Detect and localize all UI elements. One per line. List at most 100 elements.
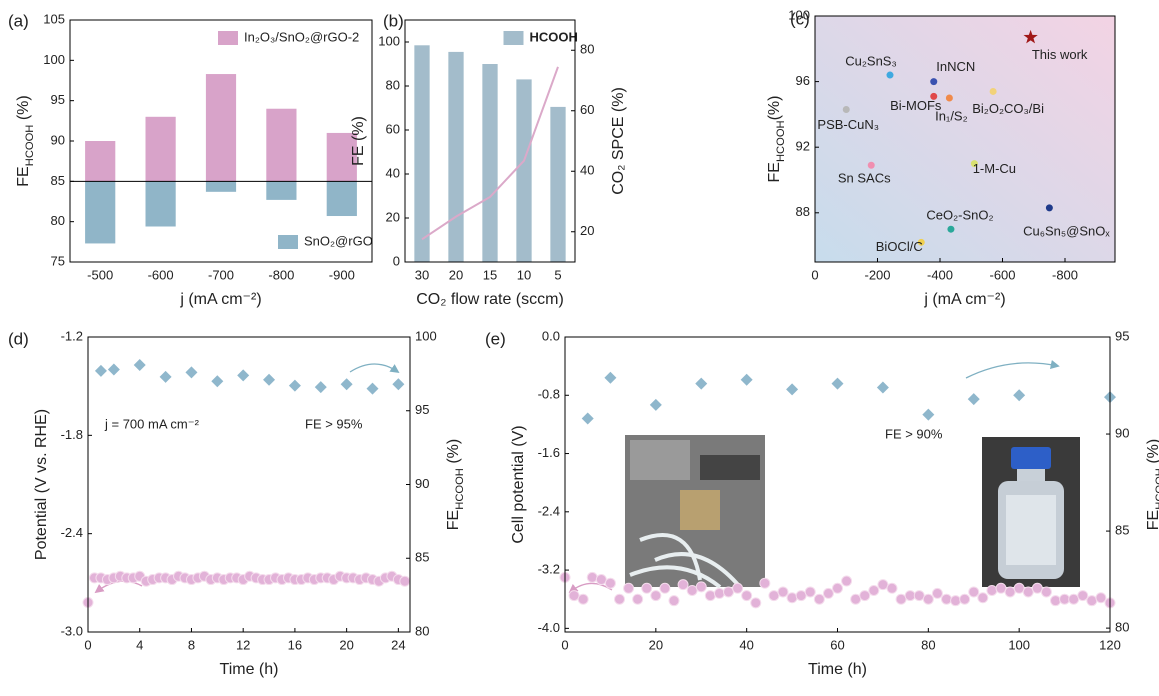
circle-marker (1095, 592, 1107, 604)
x-axis-label: j (mA cm⁻²) (923, 291, 1005, 308)
legend-swatch (218, 31, 238, 45)
y2-tick-label: 80 (1115, 620, 1129, 635)
x-tick-label: -600 (989, 267, 1015, 282)
y-tick-label: 75 (51, 253, 65, 268)
circle-marker (922, 593, 934, 605)
circle-marker (614, 593, 625, 605)
y-axis-label: FEHCOOH (%) (15, 95, 36, 186)
x-tick-label: -800 (268, 267, 294, 282)
x-tick-label: 0 (811, 267, 818, 282)
panel-label: (b) (383, 11, 404, 30)
point (989, 87, 997, 95)
y-axis-label-part: FE (15, 166, 32, 186)
point (945, 94, 953, 102)
y2-axis-label: FEHCOOH (%) (445, 439, 466, 530)
diamond-marker (922, 408, 935, 421)
point (917, 238, 925, 246)
circle-marker (659, 582, 671, 594)
circle-marker (959, 593, 971, 605)
y2-tick-label: 100 (415, 328, 437, 343)
diamond-marker (1013, 389, 1026, 402)
y-tick-label: 95 (51, 92, 65, 107)
x-axis-label: j (mA cm⁻²) (179, 291, 261, 308)
circle-marker (950, 595, 962, 607)
x-tick-label: 12 (236, 637, 250, 652)
circle-marker (668, 595, 680, 607)
circle-marker (995, 582, 1007, 594)
point-label: Bi-MOFs (890, 98, 942, 113)
circle-marker (986, 584, 998, 596)
diamond-marker (604, 371, 617, 384)
annotation: j = 700 mA cm⁻² (104, 416, 200, 431)
x-tick-label: 30 (415, 267, 429, 282)
y-tick-label: 20 (386, 209, 400, 224)
bar (85, 181, 116, 244)
y2-tick-label: 85 (1115, 523, 1129, 538)
point-label: 1-M-Cu (973, 161, 1016, 176)
circle-marker (723, 586, 734, 598)
circle-marker (768, 590, 780, 602)
y-axis-label-part: HCOOH (24, 125, 36, 167)
circle-marker (931, 587, 943, 599)
circle-marker (859, 590, 871, 602)
legend-label: HCOOH (530, 29, 578, 44)
y2-axis-label-part: (%) (445, 439, 462, 468)
point-label: Sn SACs (838, 171, 891, 186)
diamond-marker (649, 398, 662, 411)
bar (326, 181, 357, 217)
circle-marker (713, 587, 725, 599)
arrow (349, 363, 400, 374)
circle-marker (1077, 590, 1089, 602)
diamond-marker (831, 377, 844, 390)
diamond-marker (876, 381, 889, 394)
circle-marker (695, 581, 707, 593)
diamond-marker (159, 370, 172, 383)
y-tick-label: -1.2 (61, 328, 83, 343)
bar (145, 116, 176, 182)
y-tick-label: 40 (386, 165, 400, 180)
bar (550, 106, 566, 263)
circle-marker (741, 590, 753, 602)
y-tick-label: 100 (788, 7, 810, 22)
diamond-marker (107, 363, 120, 376)
x-tick-label: 15 (483, 267, 497, 282)
x-tick-label: -800 (1052, 267, 1078, 282)
y2-axis-label: FEHCOOH (%) (1145, 439, 1159, 530)
y2-tick-label: 95 (415, 402, 429, 417)
y2-axis-label: CO₂ SPCE (%) (610, 87, 627, 195)
y-axis-label-part: HCOOH (775, 120, 787, 162)
bar (414, 45, 430, 262)
x-tick-label: 0 (84, 637, 91, 652)
circle-marker (750, 597, 762, 609)
point-label: CeO₂-SnO₂ (926, 208, 993, 223)
x-tick-label: 20 (449, 267, 463, 282)
x-tick-label: 24 (391, 637, 405, 652)
y-axis-label: Cell potential (V) (510, 425, 527, 543)
point-label: PSB-CuN₃ (817, 117, 879, 132)
panel: (c) 88 92 96 100 0 -200 -400 -600 -800 FEHCOOH(%) j… (766, 7, 1116, 308)
y-tick-label: -4.0 (538, 620, 560, 635)
y-tick-label: 90 (51, 132, 65, 147)
point-label: Cu₂SnS₃ (845, 53, 897, 68)
plot-frame (564, 336, 1111, 633)
annotation: FE > 90% (885, 426, 943, 441)
y-tick-label: 100 (378, 33, 400, 48)
y-tick-label: 80 (386, 77, 400, 92)
y-tick-label: -3.0 (61, 623, 83, 638)
plot-frame (814, 15, 1116, 263)
point-label: Cu₆Sn₅@SnOₓ (1023, 223, 1110, 238)
circle-marker (632, 593, 644, 605)
y2-tick-label: 80 (415, 623, 429, 638)
circle-marker (804, 586, 816, 598)
circle-marker (677, 579, 689, 591)
photo-cell (625, 435, 765, 589)
arrow (965, 360, 1060, 379)
x-tick-label: 40 (739, 637, 753, 652)
diamond-marker (185, 366, 198, 379)
plot-frame (404, 19, 576, 263)
x-axis-label: CO₂ flow rate (sccm) (416, 291, 564, 308)
panel: (d) -1.2 -1.8 -2.4 -3.0 80 85 90 95 100 0 4 8 12 16 20 2… (8, 328, 466, 678)
point (867, 161, 875, 169)
y-axis-label: Potential (V vs. RHE) (33, 409, 50, 560)
point (886, 71, 894, 79)
